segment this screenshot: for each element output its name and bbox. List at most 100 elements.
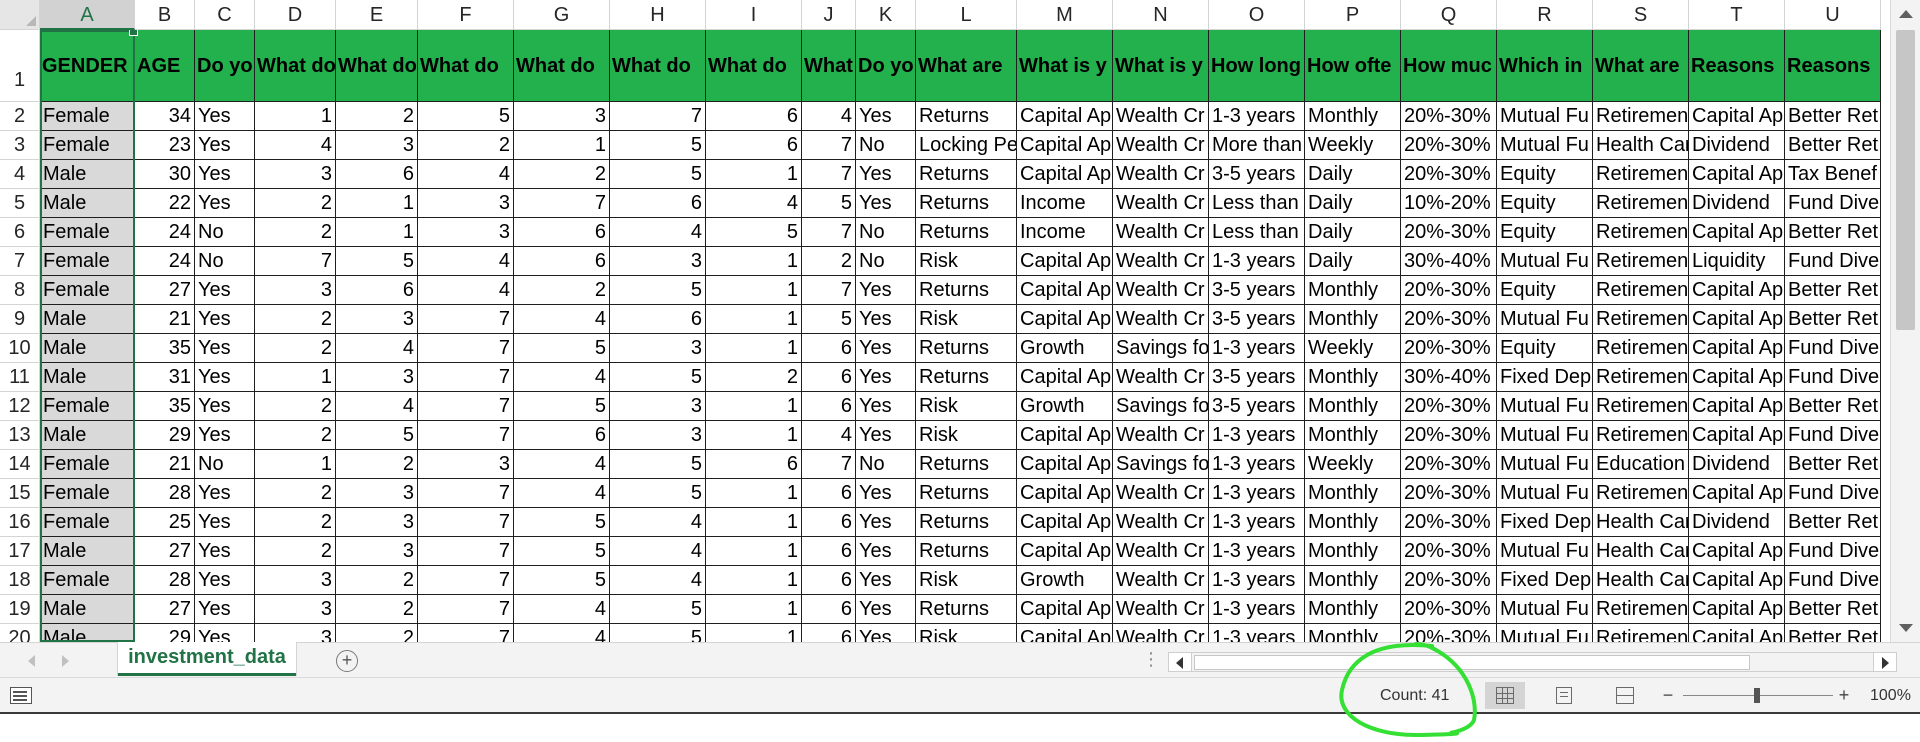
column-header-c[interactable]: C — [195, 0, 255, 30]
cell-u18[interactable]: Fund Dive — [1785, 566, 1881, 595]
cell-f20[interactable]: 7 — [418, 624, 514, 642]
cell-k3[interactable]: No — [856, 131, 916, 160]
cell-b5[interactable]: 22 — [135, 189, 195, 218]
column-header-r[interactable]: R — [1497, 0, 1593, 30]
cell-p12[interactable]: Monthly — [1305, 392, 1401, 421]
cell-o9[interactable]: 3-5 years — [1209, 305, 1305, 334]
header-cell-e[interactable]: What do — [336, 30, 418, 102]
cell-f17[interactable]: 7 — [418, 537, 514, 566]
cell-i2[interactable]: 6 — [706, 102, 802, 131]
cell-r14[interactable]: Mutual Fu — [1497, 450, 1593, 479]
cell-m12[interactable]: Growth — [1017, 392, 1113, 421]
cell-a16[interactable]: Female — [40, 508, 135, 537]
cell-c16[interactable]: Yes — [195, 508, 255, 537]
cell-s8[interactable]: Retiremen — [1593, 276, 1689, 305]
cell-a17[interactable]: Male — [40, 537, 135, 566]
cell-p20[interactable]: Monthly — [1305, 624, 1401, 642]
cell-l19[interactable]: Returns — [916, 595, 1017, 624]
cell-n13[interactable]: Wealth Cr — [1113, 421, 1209, 450]
cell-q9[interactable]: 20%-30% — [1401, 305, 1497, 334]
cell-d7[interactable]: 7 — [255, 247, 336, 276]
cell-a13[interactable]: Male — [40, 421, 135, 450]
cell-g4[interactable]: 2 — [514, 160, 610, 189]
add-sheet-icon[interactable]: + — [336, 650, 358, 672]
cell-h6[interactable]: 4 — [610, 218, 706, 247]
cell-s6[interactable]: Retiremen — [1593, 218, 1689, 247]
cell-r9[interactable]: Mutual Fu — [1497, 305, 1593, 334]
cell-d2[interactable]: 1 — [255, 102, 336, 131]
cell-f16[interactable]: 7 — [418, 508, 514, 537]
cell-f15[interactable]: 7 — [418, 479, 514, 508]
cell-e16[interactable]: 3 — [336, 508, 418, 537]
cell-a6[interactable]: Female — [40, 218, 135, 247]
cell-j16[interactable]: 6 — [802, 508, 856, 537]
cell-q19[interactable]: 20%-30% — [1401, 595, 1497, 624]
cell-g12[interactable]: 5 — [514, 392, 610, 421]
cell-a12[interactable]: Female — [40, 392, 135, 421]
cell-q16[interactable]: 20%-30% — [1401, 508, 1497, 537]
cell-o14[interactable]: 1-3 years — [1209, 450, 1305, 479]
cell-l15[interactable]: Returns — [916, 479, 1017, 508]
cell-q4[interactable]: 20%-30% — [1401, 160, 1497, 189]
cell-h17[interactable]: 4 — [610, 537, 706, 566]
cell-s2[interactable]: Retiremen — [1593, 102, 1689, 131]
cell-n15[interactable]: Wealth Cr — [1113, 479, 1209, 508]
cell-p19[interactable]: Monthly — [1305, 595, 1401, 624]
cell-g3[interactable]: 1 — [514, 131, 610, 160]
cell-b14[interactable]: 21 — [135, 450, 195, 479]
cell-r12[interactable]: Mutual Fu — [1497, 392, 1593, 421]
cell-t6[interactable]: Capital Ap — [1689, 218, 1785, 247]
cell-b2[interactable]: 34 — [135, 102, 195, 131]
cell-j9[interactable]: 5 — [802, 305, 856, 334]
cell-h4[interactable]: 5 — [610, 160, 706, 189]
cell-n14[interactable]: Savings fo — [1113, 450, 1209, 479]
cell-i19[interactable]: 1 — [706, 595, 802, 624]
cell-i17[interactable]: 1 — [706, 537, 802, 566]
cell-c19[interactable]: Yes — [195, 595, 255, 624]
cell-l10[interactable]: Returns — [916, 334, 1017, 363]
cell-s7[interactable]: Retiremen — [1593, 247, 1689, 276]
cell-l9[interactable]: Risk — [916, 305, 1017, 334]
cell-b9[interactable]: 21 — [135, 305, 195, 334]
cell-d16[interactable]: 2 — [255, 508, 336, 537]
cell-m18[interactable]: Growth — [1017, 566, 1113, 595]
cell-m10[interactable]: Growth — [1017, 334, 1113, 363]
cell-o4[interactable]: 3-5 years — [1209, 160, 1305, 189]
cell-p7[interactable]: Daily — [1305, 247, 1401, 276]
cell-c18[interactable]: Yes — [195, 566, 255, 595]
cell-q7[interactable]: 30%-40% — [1401, 247, 1497, 276]
cell-p16[interactable]: Monthly — [1305, 508, 1401, 537]
cell-r4[interactable]: Equity — [1497, 160, 1593, 189]
header-cell-a[interactable]: GENDER — [40, 30, 135, 102]
cell-f12[interactable]: 7 — [418, 392, 514, 421]
cell-m8[interactable]: Capital Ap — [1017, 276, 1113, 305]
header-cell-g[interactable]: What do — [514, 30, 610, 102]
cell-h5[interactable]: 6 — [610, 189, 706, 218]
cell-u19[interactable]: Better Ret — [1785, 595, 1881, 624]
row-header-16[interactable]: 16 — [0, 508, 40, 537]
select-all-button[interactable] — [0, 0, 40, 30]
cell-g8[interactable]: 2 — [514, 276, 610, 305]
cell-u2[interactable]: Better Ret — [1785, 102, 1881, 131]
cell-d12[interactable]: 2 — [255, 392, 336, 421]
cell-u11[interactable]: Fund Dive — [1785, 363, 1881, 392]
cell-c4[interactable]: Yes — [195, 160, 255, 189]
cell-u15[interactable]: Fund Dive — [1785, 479, 1881, 508]
cell-i5[interactable]: 4 — [706, 189, 802, 218]
row-header-6[interactable]: 6 — [0, 218, 40, 247]
cell-i15[interactable]: 1 — [706, 479, 802, 508]
cell-m6[interactable]: Income — [1017, 218, 1113, 247]
cell-j18[interactable]: 6 — [802, 566, 856, 595]
cell-t13[interactable]: Capital Ap — [1689, 421, 1785, 450]
cell-i16[interactable]: 1 — [706, 508, 802, 537]
cell-t10[interactable]: Capital Ap — [1689, 334, 1785, 363]
cell-t14[interactable]: Dividend — [1689, 450, 1785, 479]
cell-p14[interactable]: Weekly — [1305, 450, 1401, 479]
cell-u4[interactable]: Tax Benef — [1785, 160, 1881, 189]
cell-o12[interactable]: 3-5 years — [1209, 392, 1305, 421]
header-cell-f[interactable]: What do — [418, 30, 514, 102]
cell-q13[interactable]: 20%-30% — [1401, 421, 1497, 450]
cell-r7[interactable]: Mutual Fu — [1497, 247, 1593, 276]
cell-k11[interactable]: Yes — [856, 363, 916, 392]
cell-i7[interactable]: 1 — [706, 247, 802, 276]
